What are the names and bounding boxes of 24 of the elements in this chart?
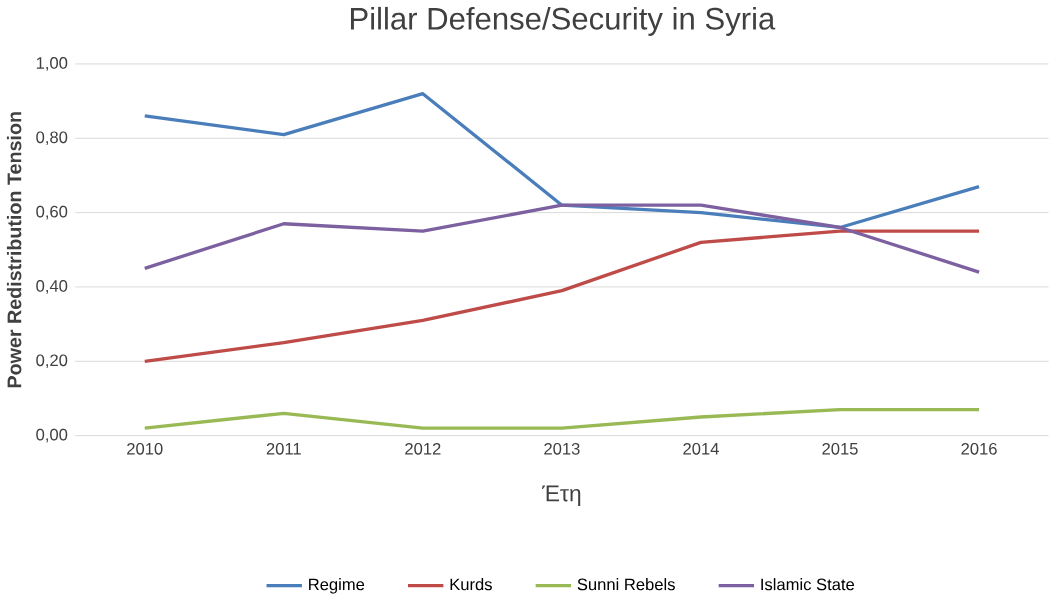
- y-tick-label: 1,00: [36, 57, 68, 72]
- line-series: [143, 92, 981, 230]
- x-tick-label: 2012: [405, 443, 441, 455]
- line-series: [143, 229, 981, 364]
- y-tick-label: 0,20: [36, 354, 68, 369]
- y-tick-label: 0,00: [36, 428, 68, 443]
- x-tick-label: 2013: [544, 443, 580, 455]
- line-series: [143, 408, 981, 431]
- x-tick-label: 2010: [127, 443, 163, 455]
- y-tick-label: 0,80: [36, 131, 68, 146]
- legend-label: Sunni Rebels: [577, 578, 675, 591]
- y-axis-title: Power Redistribution Tension: [6, 112, 22, 388]
- legend-label: Regime: [309, 578, 365, 594]
- x-tick-label: 2014: [683, 443, 719, 455]
- x-tick-label: 2015: [822, 443, 858, 455]
- y-tick-label: 0,40: [36, 280, 68, 295]
- x-tick-label: 2011: [266, 443, 301, 455]
- y-tick-label: 0,60: [36, 206, 68, 220]
- x-axis-title: Έτη: [541, 485, 581, 507]
- chart-title: Pillar Defense/Security in Syria: [350, 7, 776, 37]
- legend-label: Kurds: [450, 578, 492, 591]
- x-tick-label: 2016: [961, 443, 997, 455]
- legend-label: Islamic State: [761, 578, 855, 591]
- line-series: [143, 203, 981, 274]
